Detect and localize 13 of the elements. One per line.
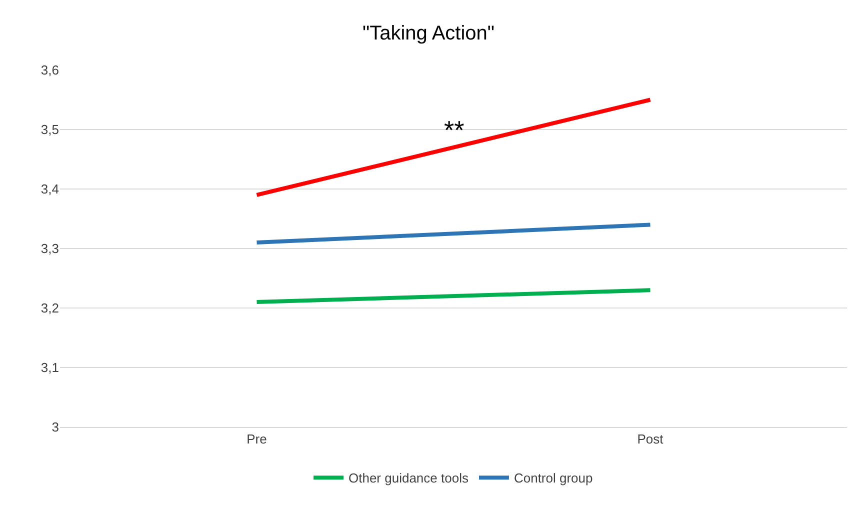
y-tick-label: 3,5 [40,122,59,138]
y-tick-label: 3,6 [40,62,59,78]
y-tick-label: 3,1 [40,360,59,376]
y-tick-label: 3,4 [40,182,59,197]
x-tick-label: Post [637,432,664,447]
y-tick-label: 3,3 [40,241,59,256]
y-tick-label: 3,2 [40,300,59,316]
x-tick-label: Pre [246,432,267,447]
legend-label: Control group [514,470,593,486]
y-tick-label: 3 [52,420,59,435]
chart-title: "Taking Action" [362,22,495,44]
legend-label: Other guidance tools [348,470,469,486]
annotation: ** [444,115,464,145]
